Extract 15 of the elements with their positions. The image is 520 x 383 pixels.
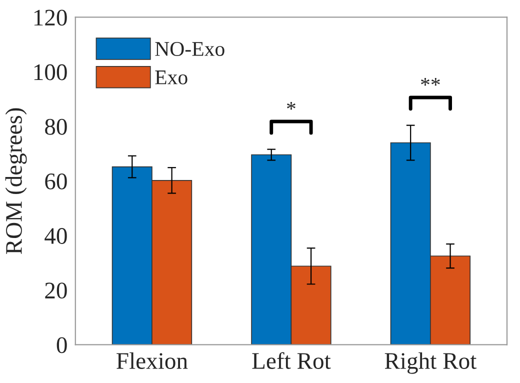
y-tick-label: 20 xyxy=(45,282,67,299)
y-tick-label: 60 xyxy=(45,173,67,190)
y-tick-label: 120 xyxy=(34,10,67,26)
y-tick-label: 0 xyxy=(56,337,67,354)
annotation: ** xyxy=(421,78,440,86)
x-tick-label: Left Rot xyxy=(252,352,331,369)
legend-label: Exo xyxy=(155,70,188,84)
y-tick-label: 40 xyxy=(44,228,67,244)
x-tick-label: Right Rot xyxy=(384,352,477,374)
annotation: * xyxy=(287,102,296,110)
y-tick-label: 80 xyxy=(45,118,67,135)
y-tick-label: 100 xyxy=(34,64,67,80)
legend-label: NO-Exo xyxy=(155,42,224,56)
y-axis-title: ROM (degrees) xyxy=(5,108,27,254)
x-tick-label: Flexion xyxy=(116,352,188,369)
